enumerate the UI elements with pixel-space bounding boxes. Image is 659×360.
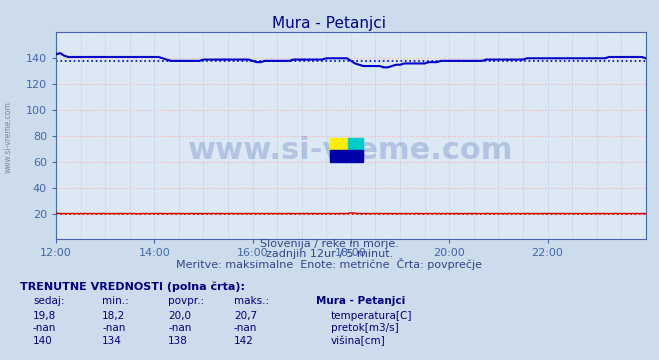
Text: Slovenija / reke in morje.: Slovenija / reke in morje.: [260, 239, 399, 249]
Text: 142: 142: [234, 336, 254, 346]
Text: povpr.:: povpr.:: [168, 296, 204, 306]
Text: 20,0: 20,0: [168, 311, 191, 321]
Text: pretok[m3/s]: pretok[m3/s]: [331, 323, 399, 333]
Text: min.:: min.:: [102, 296, 129, 306]
Text: 18,2: 18,2: [102, 311, 125, 321]
Text: Meritve: maksimalne  Enote: metrične  Črta: povprečje: Meritve: maksimalne Enote: metrične Črta…: [177, 258, 482, 270]
Text: Mura - Petanjci: Mura - Petanjci: [316, 296, 405, 306]
Text: -nan: -nan: [33, 323, 56, 333]
Text: 19,8: 19,8: [33, 311, 56, 321]
Text: -nan: -nan: [168, 323, 191, 333]
Bar: [349, 139, 363, 150]
Text: www.si-vreme.com: www.si-vreme.com: [3, 101, 13, 173]
Text: Mura - Petanjci: Mura - Petanjci: [273, 16, 386, 31]
Text: 138: 138: [168, 336, 188, 346]
Text: sedaj:: sedaj:: [33, 296, 65, 306]
Text: 140: 140: [33, 336, 53, 346]
Text: 20,7: 20,7: [234, 311, 257, 321]
Text: www.si-vreme.com: www.si-vreme.com: [188, 136, 513, 165]
Text: maks.:: maks.:: [234, 296, 269, 306]
Bar: [330, 139, 349, 150]
Text: višina[cm]: višina[cm]: [331, 336, 386, 346]
Text: -nan: -nan: [234, 323, 257, 333]
Bar: [330, 150, 363, 162]
Text: 134: 134: [102, 336, 122, 346]
Text: zadnjih 12ur / 5 minut.: zadnjih 12ur / 5 minut.: [266, 249, 393, 260]
Text: TRENUTNE VREDNOSTI (polna črta):: TRENUTNE VREDNOSTI (polna črta):: [20, 281, 244, 292]
Text: -nan: -nan: [102, 323, 125, 333]
Text: temperatura[C]: temperatura[C]: [331, 311, 413, 321]
